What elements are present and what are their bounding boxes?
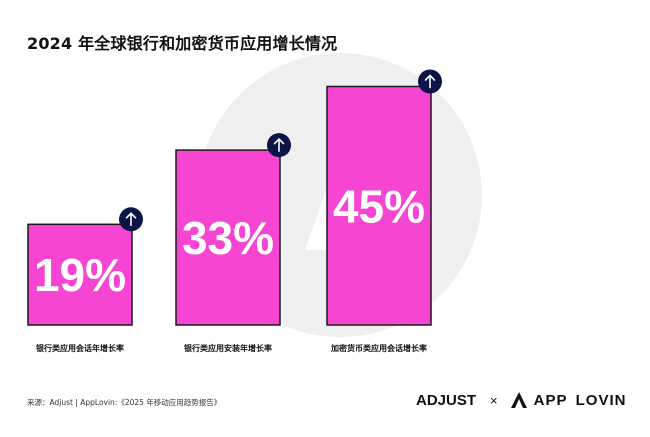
- applovin-logo-part2: LOVIN: [575, 391, 627, 409]
- applovin-logo-part1: APP: [533, 391, 568, 409]
- times-separator: ×: [490, 392, 498, 408]
- category-label-2: 银行类应用安装年增长率: [183, 343, 272, 353]
- bar-2: [175, 149, 281, 326]
- footer-logos: ADJUST × APP LOVIN: [416, 389, 626, 411]
- arrow-up-icon: [267, 133, 291, 158]
- bar-value-label-3: 45%: [333, 180, 425, 232]
- bar-1: [27, 223, 133, 326]
- page-title: 2024 年全球银行和加密货币应用增长情况: [27, 34, 338, 53]
- bar-value-label-1: 19%: [34, 249, 126, 301]
- category-label-3: 加密货币类应用会话增长率: [330, 343, 427, 353]
- category-label-1: 银行类应用会话年增长率: [35, 343, 124, 353]
- applovin-logo-icon: [510, 391, 528, 409]
- adjust-logo: ADJUST: [416, 391, 477, 409]
- arrow-up-icon: [418, 69, 442, 94]
- bar-value-label-2: 33%: [182, 212, 274, 264]
- source-note: 来源：Adjust | AppLovin:《2025 年移动应用趋势报告》: [27, 398, 222, 407]
- arrow-up-icon: [119, 207, 143, 232]
- bar-3: [326, 85, 432, 326]
- bars-layer: 19% 银行类应用会话年增长率 33% 银行类应用安装年增长率 45% 加密货币类应用会话…: [27, 69, 442, 353]
- applovin-logo: APP LOVIN: [534, 392, 627, 409]
